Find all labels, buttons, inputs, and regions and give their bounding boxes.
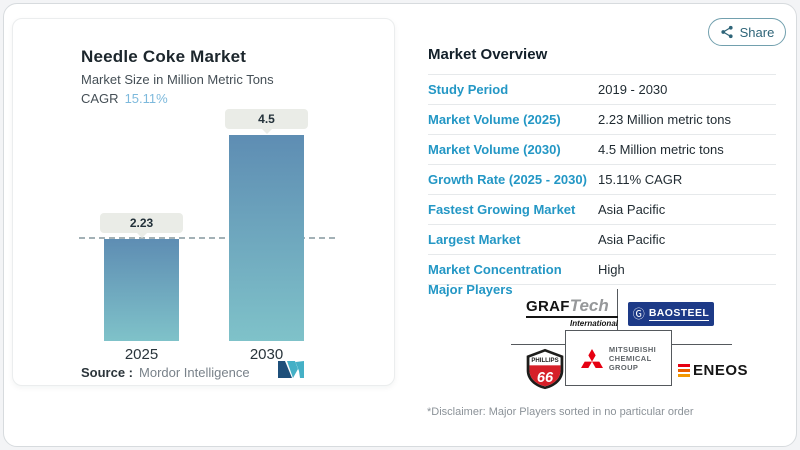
bar-value-notch [136,233,147,238]
row-value: Asia Pacific [598,232,666,247]
market-overview-title: Market Overview [428,46,548,63]
disclaimer-text: *Disclaimer: Major Players sorted in no … [427,406,694,418]
major-players-logos: GRAFTech International Ⓖ BAOSTEEL MITSUB… [500,286,756,398]
table-row: Study Period 2019 - 2030 [428,75,776,105]
x-axis-label-2030: 2030 [249,346,284,363]
bar-chart-plot: 2.23 4.5 2025 2030 [69,109,349,363]
graftech-subtitle: International [569,318,618,328]
row-label: Fastest Growing Market [428,202,576,217]
chart-subtitle: Market Size in Million Metric Tons [81,72,274,87]
row-value: 4.5 Million metric tons [598,142,724,157]
baosteel-emblem-icon: Ⓖ [632,307,645,321]
row-value: 2.23 Million metric tons [598,112,731,127]
graftech-tech-word: Tech [569,296,609,315]
eneos-energy-icon [678,364,690,377]
table-row: Market Volume (2030) 4.5 Million metric t… [428,135,776,165]
baosteel-name: BAOSTEEL [648,307,710,321]
cagr-value: 15.11% [124,91,168,106]
table-row: Largest Market Asia Pacific [428,225,776,255]
mitsubishi-line1: MITSUBISHI [608,344,657,354]
mitsubishi-chemical-logo: MITSUBISHI CHEMICAL GROUP [565,330,672,386]
eneos-logo: ENEOS [678,362,748,379]
row-value: High [598,262,625,277]
cagr-label: CAGR [81,91,119,106]
graftech-word: GRAF [526,298,570,315]
bar-value-notch [261,129,272,134]
row-label: Largest Market [428,232,521,247]
source-attribution: Source : Mordor Intelligence [81,365,250,380]
logo-grid-divider [617,289,618,330]
market-overview-table: Study Period 2019 - 2030 Market Volume (2… [428,74,776,285]
phillips-66-logo: PHILLIPS 66 [526,348,564,390]
row-label: Market Volume (2030) [428,142,561,157]
phillips-word: PHILLIPS [531,358,558,364]
source-label: Source : [81,365,134,380]
row-value: Asia Pacific [598,202,666,217]
row-label: Market Concentration [428,262,562,277]
table-row: Growth Rate (2025 - 2030) 15.11% CAGR [428,165,776,195]
bar-value-label-2025: 2.23 [100,213,183,233]
mordor-intelligence-logo-icon [278,361,304,378]
table-row: Market Concentration High [428,255,776,285]
row-label: Market Volume (2025) [428,112,561,127]
x-axis-label-2025: 2025 [124,346,159,363]
graftech-logo: GRAFTech International [526,296,618,328]
market-size-chart-card: Needle Coke Market Market Size in Millio… [12,18,395,386]
share-icon [721,25,733,39]
bar-group-2030: 4.5 [225,109,308,341]
bar-value-label-2030: 4.5 [225,109,308,129]
bar-value-text: 2.23 [129,216,154,230]
bar-group-2025: 2.23 [100,213,183,341]
phillips-66: 66 [537,370,554,386]
row-value: 15.11% CAGR [598,172,683,187]
graftech-rule [526,316,618,318]
chart-bar [229,135,304,341]
share-label: Share [739,24,775,40]
chart-bar [104,239,179,341]
source-value: Mordor Intelligence [139,365,250,380]
chart-title: Needle Coke Market [81,47,247,66]
row-value: 2019 - 2030 [598,82,668,97]
row-label: Growth Rate (2025 - 2030) [428,172,587,187]
chart-cagr: CAGR 15.11% [81,91,168,106]
eneos-name: ENEOS [693,362,749,379]
baosteel-logo: Ⓖ BAOSTEEL [628,302,714,326]
mitsubishi-line3: GROUP [608,362,639,372]
reference-line [79,237,335,239]
bar-value-text: 4.5 [258,112,275,126]
mitsubishi-line2: CHEMICAL [608,353,652,363]
major-players-label: Major Players [428,282,513,297]
table-row: Market Volume (2025) 2.23 Million metric … [428,105,776,135]
mitsubishi-diamonds-icon [580,348,603,368]
mitsubishi-wordmark: MITSUBISHI CHEMICAL GROUP [609,345,656,372]
row-label: Study Period [428,82,509,97]
table-row: Fastest Growing Market Asia Pacific [428,195,776,225]
share-button[interactable]: Share [708,18,786,46]
